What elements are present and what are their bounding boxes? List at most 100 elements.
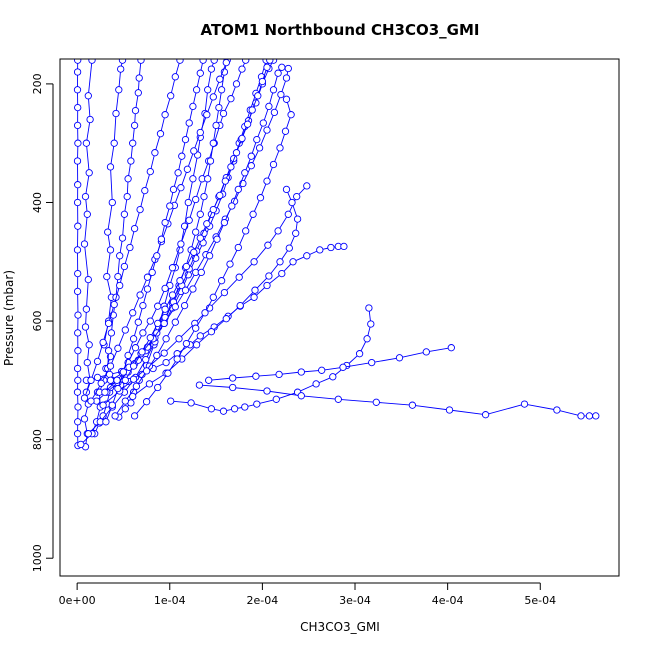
chart-title: ATOM1 Northbound CH3CO3_GMI — [201, 21, 480, 39]
data-point — [303, 182, 311, 190]
data-point — [269, 160, 278, 169]
series-21 — [121, 59, 274, 384]
data-point — [276, 258, 284, 266]
data-point — [232, 149, 241, 157]
data-point — [213, 235, 221, 243]
data-point — [263, 126, 271, 134]
data-point — [129, 139, 137, 147]
data-point — [113, 376, 121, 384]
y-tick-label: 1000 — [31, 544, 44, 572]
data-point — [129, 335, 138, 343]
data-point — [272, 395, 280, 403]
series-7 — [167, 304, 375, 415]
data-point — [229, 383, 237, 392]
data-point — [340, 242, 348, 251]
x-tick-label: 2e-04 — [247, 594, 279, 607]
data-point — [287, 111, 295, 119]
data-point — [110, 139, 118, 147]
data-point — [243, 120, 252, 128]
data-point — [248, 106, 256, 114]
data-point — [130, 224, 139, 233]
data-point — [132, 382, 141, 390]
data-point — [168, 291, 177, 299]
data-point — [85, 169, 93, 177]
data-point — [250, 293, 258, 301]
data-point — [120, 210, 129, 218]
data-point — [74, 347, 82, 355]
y-tick-label: 200 — [31, 73, 44, 94]
data-point — [74, 181, 82, 189]
data-point — [85, 341, 93, 349]
data-point — [73, 246, 82, 254]
data-point — [93, 373, 102, 382]
data-point — [162, 335, 170, 343]
data-point — [176, 277, 184, 285]
data-point — [116, 281, 124, 290]
data-point — [363, 335, 371, 343]
data-point — [118, 59, 127, 64]
data-point — [297, 368, 305, 376]
data-point — [129, 362, 138, 370]
y-tick-label: 800 — [31, 429, 44, 450]
data-point — [134, 89, 142, 97]
data-point — [171, 318, 179, 326]
data-point — [367, 320, 375, 328]
data-point — [108, 401, 116, 409]
data-point — [278, 63, 286, 71]
series-12 — [99, 182, 311, 409]
series-19 — [111, 63, 286, 420]
data-point — [81, 192, 90, 201]
data-point — [252, 372, 260, 380]
data-point — [241, 169, 249, 177]
data-point — [274, 227, 282, 235]
data-point — [217, 86, 226, 94]
y-axis: 200 400 600 800 1000 — [31, 73, 54, 572]
data-point — [173, 355, 181, 363]
data-point — [118, 234, 127, 242]
data-point — [293, 215, 302, 223]
data-point — [577, 412, 585, 420]
data-point — [242, 59, 250, 64]
data-point — [281, 127, 290, 135]
data-point — [192, 228, 200, 236]
data-point — [200, 192, 208, 201]
data-point — [80, 394, 89, 402]
data-point — [106, 376, 115, 384]
data-point — [270, 108, 279, 117]
data-point — [196, 332, 204, 340]
data-point — [130, 121, 139, 130]
data-point — [102, 418, 110, 426]
data-point — [161, 218, 169, 227]
data-point — [73, 364, 82, 373]
data-point — [282, 185, 291, 194]
data-point — [249, 210, 257, 218]
data-point — [81, 323, 90, 331]
data-point — [274, 69, 282, 77]
data-point — [139, 329, 147, 337]
data-point — [247, 162, 255, 170]
data-point — [253, 400, 261, 408]
data-point — [112, 109, 120, 118]
data-point — [187, 399, 195, 407]
data-point — [203, 111, 211, 119]
data-point — [83, 358, 91, 367]
series-line — [170, 307, 372, 412]
data-point — [217, 277, 226, 285]
data-point — [119, 368, 128, 376]
x-tick-label: 1e-04 — [154, 594, 186, 607]
data-point — [135, 74, 143, 82]
data-point — [86, 115, 94, 124]
data-point — [74, 59, 82, 64]
data-point — [284, 64, 292, 73]
data-point — [167, 397, 175, 405]
data-point — [110, 300, 118, 309]
data-point — [73, 287, 82, 296]
data-point — [263, 63, 271, 71]
data-point — [229, 374, 237, 382]
data-point — [207, 405, 216, 413]
data-point — [226, 260, 234, 268]
data-point — [141, 186, 149, 195]
data-point — [93, 357, 102, 366]
data-point — [236, 301, 244, 310]
x-tick-label: 3e-04 — [339, 594, 371, 607]
